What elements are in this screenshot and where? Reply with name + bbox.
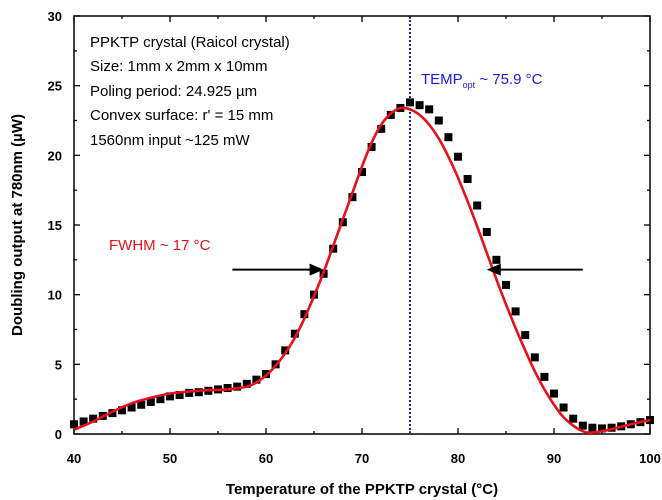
y-axis-title: Doubling output at 780nm (µW) bbox=[9, 114, 26, 336]
fwhm-arrow-right bbox=[486, 263, 583, 276]
data-point bbox=[367, 142, 376, 151]
data-point bbox=[377, 124, 386, 133]
data-point bbox=[223, 384, 232, 393]
data-point bbox=[434, 116, 443, 125]
data-point bbox=[127, 403, 136, 412]
data-point bbox=[559, 403, 568, 412]
data-point bbox=[137, 400, 146, 409]
data-point bbox=[578, 421, 587, 430]
temp-opt-main: TEMP bbox=[421, 71, 463, 88]
plot-content bbox=[70, 16, 654, 435]
info-line: PPKTP crystal (Raicol crystal) bbox=[90, 34, 290, 51]
fwhm-label: FWHM ~ 17 °C bbox=[109, 237, 211, 254]
data-point bbox=[194, 388, 203, 397]
data-point bbox=[300, 310, 309, 319]
data-point bbox=[415, 101, 424, 110]
data-point bbox=[281, 346, 290, 355]
data-point bbox=[444, 133, 453, 142]
data-point bbox=[89, 414, 98, 423]
x-tick-label: 90 bbox=[547, 451, 561, 466]
data-point bbox=[358, 168, 366, 177]
data-point bbox=[406, 98, 414, 107]
data-point bbox=[175, 390, 184, 399]
data-point bbox=[607, 423, 616, 432]
y-tick-label: 0 bbox=[55, 427, 62, 442]
data-point bbox=[569, 414, 578, 423]
data-point bbox=[242, 379, 251, 388]
fwhm-arrow-right-head bbox=[486, 263, 501, 276]
y-tick-label: 20 bbox=[48, 148, 62, 163]
x-tick-label: 50 bbox=[163, 451, 177, 466]
x-tick-labels: 40 50 60 70 80 90 100 bbox=[67, 451, 661, 466]
data-point bbox=[118, 406, 126, 415]
data-point bbox=[588, 423, 597, 432]
data-point bbox=[463, 175, 472, 184]
y-tick-label: 15 bbox=[48, 218, 62, 233]
data-point bbox=[156, 395, 165, 404]
data-point bbox=[290, 329, 299, 338]
fwhm-arrow-left bbox=[232, 263, 324, 276]
info-line: Poling period: 24.925 µm bbox=[90, 83, 257, 100]
info-line: Size: 1mm x 2mm x 10mm bbox=[90, 58, 268, 75]
data-point bbox=[492, 255, 501, 264]
data-point bbox=[530, 353, 539, 362]
data-point bbox=[540, 372, 549, 381]
y-tick-label: 25 bbox=[48, 79, 62, 94]
x-tick-label: 100 bbox=[639, 451, 661, 466]
x-tick-label: 70 bbox=[355, 451, 369, 466]
temp-opt-subscript: opt bbox=[463, 80, 476, 90]
y-tick-label: 10 bbox=[48, 288, 62, 303]
data-point bbox=[79, 417, 88, 426]
data-point bbox=[146, 397, 155, 406]
x-axis-title: Temperature of the PPKTP crystal (°C) bbox=[226, 481, 498, 498]
info-line: 1560nm input ~125 mW bbox=[90, 132, 251, 149]
data-point bbox=[454, 152, 462, 161]
x-tick-label: 60 bbox=[259, 451, 273, 466]
temp-opt-value: ~ 75.9 °C bbox=[475, 71, 542, 88]
temp-opt-label: TEMPopt ~ 75.9 °C bbox=[421, 71, 543, 90]
data-point bbox=[502, 280, 510, 289]
data-point bbox=[166, 392, 174, 401]
x-tick-label: 80 bbox=[451, 451, 465, 466]
data-point bbox=[646, 416, 654, 425]
data-point bbox=[473, 201, 482, 210]
info-line: Convex surface: r' = 15 mm bbox=[90, 107, 273, 124]
fit-curve bbox=[73, 106, 651, 435]
plot-frame bbox=[73, 15, 651, 435]
info-box: PPKTP crystal (Raicol crystal) Size: 1mm… bbox=[90, 34, 290, 149]
y-tick-label: 5 bbox=[55, 357, 62, 372]
data-point bbox=[348, 193, 357, 202]
data-point bbox=[482, 227, 491, 236]
data-point bbox=[598, 424, 606, 433]
y-tick-labels: 0 5 10 15 20 25 30 bbox=[48, 9, 62, 442]
data-point bbox=[252, 375, 261, 384]
data-point bbox=[70, 420, 78, 429]
data-point bbox=[550, 389, 558, 398]
data-point bbox=[425, 105, 434, 114]
fwhm-arrow-left-head bbox=[309, 263, 324, 276]
y-tick-label: 30 bbox=[48, 9, 62, 24]
data-point bbox=[521, 331, 530, 340]
data-point bbox=[511, 307, 520, 316]
axis-ticks bbox=[73, 15, 651, 435]
data-point bbox=[233, 382, 242, 391]
data-point bbox=[185, 388, 194, 397]
x-tick-label: 40 bbox=[67, 451, 81, 466]
